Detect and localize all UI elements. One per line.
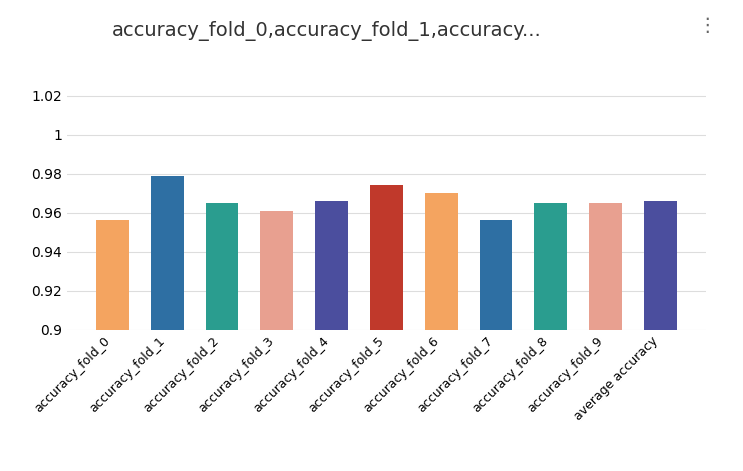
- Text: accuracy_fold_0,accuracy_fold_1,accuracy...: accuracy_fold_0,accuracy_fold_1,accuracy…: [112, 21, 542, 41]
- Bar: [370, 185, 403, 471]
- Bar: [260, 211, 293, 471]
- Text: ⋮: ⋮: [698, 16, 717, 35]
- Bar: [425, 193, 458, 471]
- Bar: [96, 220, 129, 471]
- Bar: [151, 176, 184, 471]
- Bar: [206, 203, 239, 471]
- Bar: [479, 220, 513, 471]
- Bar: [644, 201, 677, 471]
- Bar: [534, 203, 567, 471]
- Bar: [589, 203, 622, 471]
- Bar: [315, 201, 348, 471]
